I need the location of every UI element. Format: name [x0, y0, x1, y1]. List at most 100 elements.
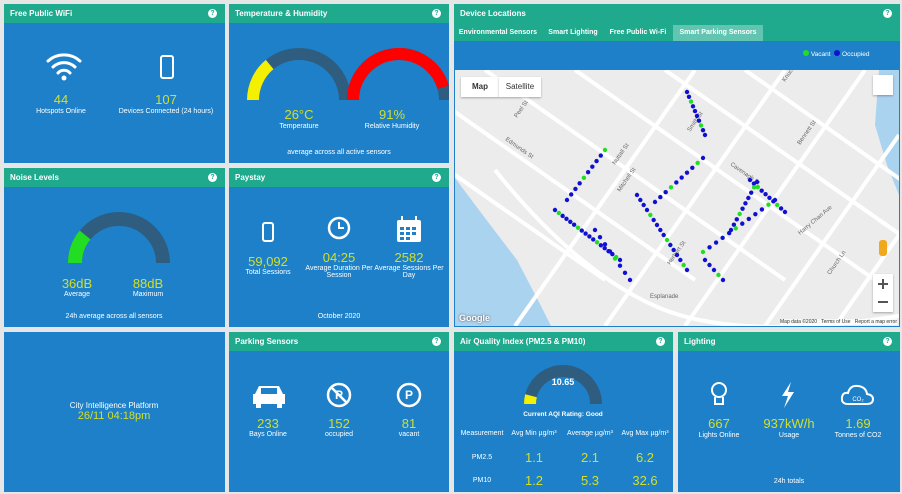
sensor-dot	[700, 249, 706, 255]
panel-title: Free Public WiFi	[4, 4, 225, 23]
sensor-dot	[597, 234, 603, 240]
map-type-button[interactable]: Map	[461, 77, 499, 97]
sensor-dot	[652, 199, 658, 205]
sensor-dot	[651, 217, 656, 223]
stat-value: 1.69	[845, 416, 871, 431]
parking-icon: P	[396, 382, 422, 408]
help-icon[interactable]: ?	[432, 9, 441, 18]
stat-label: Hotspots Online	[36, 108, 86, 115]
tab[interactable]: Free Public Wi-Fi	[609, 29, 667, 36]
svg-text:P: P	[405, 388, 413, 402]
aqi-rating: Current AQI Rating: Good	[523, 411, 603, 418]
platform-title: City Intelligence Platform	[69, 401, 159, 410]
attribution[interactable]: Terms of Use	[821, 319, 851, 325]
map[interactable]: Peel St Smith St Nuttall St Mitchell St Cave…	[455, 70, 899, 326]
phone-icon	[160, 55, 174, 79]
panel-parking: Parking Sensors ? P P 233 Bays Online 15…	[229, 332, 449, 492]
sensor-dot	[740, 221, 745, 226]
sensor-dot	[583, 231, 588, 236]
help-icon[interactable]: ?	[432, 337, 441, 346]
tab[interactable]: Environmental Sensors	[458, 29, 538, 36]
panel-footer: October 2020	[317, 313, 361, 320]
street-label: Harry Chan Ave	[797, 204, 834, 236]
stat-value: 937kW/h	[763, 416, 815, 431]
legend-swatch	[834, 50, 841, 56]
sensor-dot	[590, 164, 595, 169]
attribution[interactable]: Report a map error	[854, 319, 897, 325]
stat-value: 233	[257, 416, 279, 431]
help-icon[interactable]: ?	[432, 173, 441, 182]
help-icon[interactable]: ?	[656, 337, 665, 346]
sensor-dot	[668, 185, 674, 190]
wifi-icon	[46, 53, 82, 75]
table-header: Average µg/m³	[567, 430, 613, 437]
sensor-dot	[638, 197, 643, 203]
help-icon[interactable]: ?	[883, 337, 892, 346]
fullscreen-button[interactable]	[873, 75, 893, 95]
calendar-icon	[397, 216, 421, 242]
sensor-dot	[602, 242, 608, 247]
sensor-dot	[571, 222, 577, 227]
stat-label: Tonnes of CO2	[834, 432, 882, 439]
sensor-dot	[575, 225, 581, 230]
zoom-icons	[878, 279, 888, 303]
gauge-fill	[524, 394, 537, 405]
stat-value: 2582	[394, 250, 424, 265]
datetime: 26/11 04:18pm	[77, 410, 151, 422]
stat-label: Average	[64, 291, 90, 298]
panel-footer: 24h average across all sensors	[65, 313, 163, 320]
gauge-track	[247, 48, 351, 101]
wifi-icon-dot	[61, 75, 67, 81]
sensor-dot	[671, 247, 676, 253]
sensor-dot	[726, 230, 732, 236]
table-header: Avg Max µg/m³	[621, 430, 669, 437]
sensor-dot	[668, 242, 673, 248]
tab[interactable]: Smart Lighting	[548, 29, 598, 36]
zoom-control[interactable]	[873, 274, 893, 312]
sensor-dot	[585, 170, 591, 175]
tab-active[interactable]: Smart Parking Sensors	[673, 25, 763, 41]
stat-label: Total Sessions	[245, 269, 291, 276]
sensor-dot	[720, 235, 725, 241]
sensor-dot	[695, 160, 700, 166]
sensor-dot	[747, 177, 753, 183]
no-parking-icon: P	[326, 382, 352, 408]
bulb-icon	[711, 382, 727, 405]
sensor-dot	[702, 132, 708, 138]
stat-value: 44	[53, 92, 69, 107]
help-icon[interactable]: ?	[208, 173, 217, 182]
aqi-value: 10.65	[551, 377, 575, 387]
sensor-dot	[674, 252, 680, 258]
street-label: Esplanade	[650, 294, 679, 300]
stat-label: Average Sessions Per Day	[374, 265, 444, 279]
pegman[interactable]	[879, 240, 887, 256]
sensor-dot	[648, 212, 653, 218]
sensor-dot	[684, 89, 690, 95]
help-icon[interactable]: ?	[208, 9, 217, 18]
sensor-dot	[594, 158, 599, 164]
sensor-dot	[552, 207, 558, 213]
clock-icon	[327, 216, 351, 240]
stat-label: vacant	[398, 431, 420, 438]
sensor-dot	[688, 99, 694, 104]
map-type-button[interactable]: Satellite	[499, 77, 541, 97]
help-icon[interactable]: ?	[883, 9, 892, 18]
stat-label: Relative Humidity	[364, 123, 420, 130]
stat-label: Lights Online	[698, 432, 740, 439]
panel-noise: Noise Levels ? 36dB Average 88dB Maximum…	[4, 168, 225, 327]
panel-temperature: Temperature & Humidity ? 26°C Temperatur…	[229, 4, 449, 163]
legend: Vacant Occupied	[803, 50, 869, 58]
gauges	[68, 212, 170, 264]
gauges	[247, 48, 449, 101]
sensor-dot	[772, 197, 778, 203]
sensor-dot	[568, 219, 573, 224]
table-header: Measurement	[460, 430, 504, 437]
sensor-dot	[700, 155, 706, 161]
cloud-icon	[840, 384, 875, 405]
sensor-dot	[778, 206, 784, 211]
sensor-dot	[690, 104, 696, 109]
panel-title: Noise Levels	[4, 168, 225, 187]
phone-icon	[262, 222, 274, 242]
stat-value: 88dB	[132, 276, 164, 291]
